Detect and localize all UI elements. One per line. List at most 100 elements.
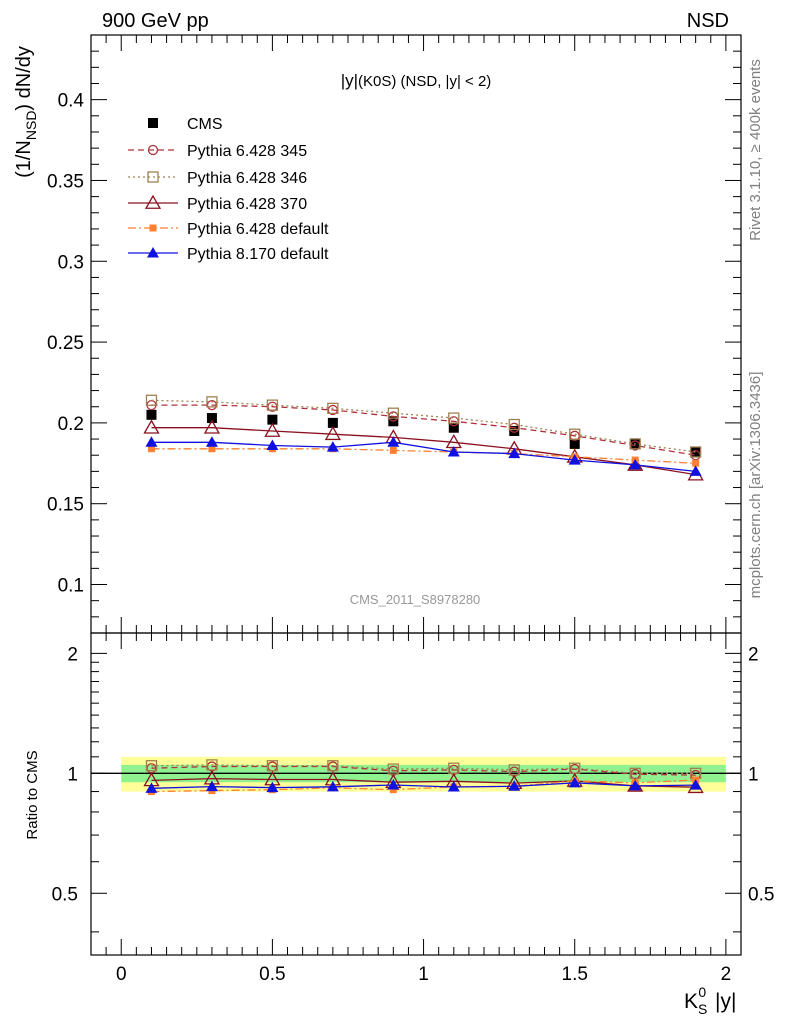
y-tick-label: 0.15: [47, 495, 84, 516]
main-point: [145, 394, 158, 406]
legend-marker: [148, 118, 158, 128]
process-label: NSD: [687, 10, 729, 32]
legend-entry: Pythia 6.428 370: [128, 194, 307, 213]
ratio-line: [151, 764, 696, 774]
legend-label: Pythia 6.428 370: [187, 196, 307, 213]
legend-label: Pythia 6.428 346: [187, 170, 307, 187]
legend-marker: [144, 194, 162, 209]
ratio-point: [447, 781, 460, 792]
main-line: [151, 399, 696, 453]
y-tick-label: 0.2: [58, 414, 84, 435]
x-tick-label: 1: [418, 964, 429, 985]
x-tick-label: 0.5: [259, 964, 285, 985]
ratio-point: [145, 760, 158, 772]
main-point: [508, 418, 520, 431]
ratio-point: [206, 759, 218, 771]
analysis-watermark: CMS_2011_S8978280: [350, 592, 481, 607]
legend-label: CMS: [187, 116, 223, 133]
main-point: [569, 428, 581, 440]
ratio-point: [327, 760, 339, 772]
legend-marker: [147, 171, 159, 183]
xlabel: KS0 |y|: [684, 984, 736, 1017]
main-line: [151, 448, 696, 464]
main-point: [326, 441, 339, 452]
y-tick-label: 0.1: [58, 576, 84, 597]
rivet-version-label: Rivet 3.1.10, ≥ 400k events: [747, 59, 764, 241]
y-tick-label: 0.25: [47, 333, 84, 354]
main-point: [508, 447, 521, 459]
main-point: [568, 454, 581, 465]
legend-entry: Pythia 6.428 345: [128, 143, 307, 160]
mcplots-label: mcplots.cern.ch [arXiv:1306.3436]: [747, 372, 764, 599]
main-series: [145, 394, 702, 458]
ratio-point: [389, 786, 397, 794]
y-tick-label: 0.3: [58, 252, 84, 273]
main-line: [151, 404, 696, 456]
ratio-y-tick-label: 1: [67, 764, 78, 785]
main-point: [569, 438, 580, 449]
ratio-frame: [90, 632, 742, 956]
legend-entry: Pythia 6.428 346: [128, 170, 307, 187]
ratio-point: [205, 780, 218, 792]
ratio-line: [151, 777, 696, 788]
svg-text:KS0 |y|: KS0 |y|: [684, 984, 736, 1017]
legend-label: Pythia 6.428 345: [187, 143, 307, 160]
ratio-point: [326, 780, 339, 792]
x-tick-label: 2: [721, 964, 732, 985]
main-point: [509, 425, 520, 436]
main-point: [690, 446, 702, 458]
ratio-point: [508, 780, 521, 791]
legend-marker: [147, 144, 159, 156]
ratio-line: [151, 765, 696, 776]
main-point: [327, 402, 339, 414]
main-point: [267, 414, 278, 425]
main-point: [324, 425, 341, 441]
main-point: [206, 396, 218, 408]
main-point: [389, 446, 397, 454]
legend: CMS Pythia 6.428 345 Pythia 6.428 346 Pythi…: [128, 116, 329, 263]
main-point: [205, 436, 218, 447]
main-point: [327, 417, 338, 428]
main-point: [387, 407, 399, 419]
ratio-y-tick-label-right: 1: [748, 764, 759, 785]
ratio-y-tick-label-right: 0.5: [748, 884, 774, 905]
main-point: [143, 419, 160, 434]
ratio-point: [689, 779, 702, 790]
main-series: [145, 436, 702, 476]
x-tick-label: 0: [116, 964, 127, 985]
legend-label: Pythia 8.170 default: [187, 246, 329, 263]
svg-text:(1/NNSD) dN/dy: (1/NNSD) dN/dy: [13, 46, 39, 178]
main-point: [146, 409, 157, 420]
legend-entry: CMS: [148, 116, 223, 133]
ratio-y-tick-label: 0.5: [52, 884, 78, 905]
main-line: [151, 427, 696, 476]
x-tick-label: 1.5: [562, 964, 588, 985]
main-series: [146, 409, 701, 457]
main-point: [689, 465, 702, 476]
main-point: [692, 459, 700, 467]
main-point: [629, 438, 641, 450]
ratio-y-tick-label: 2: [67, 644, 78, 665]
ratio-line: [151, 779, 696, 793]
main-point: [203, 419, 221, 434]
ratio-ylabel: Ratio to CMS: [24, 750, 41, 839]
legend-marker: [147, 247, 159, 258]
ratio-line: [151, 782, 696, 789]
main-point: [629, 458, 642, 470]
ratio-point: [266, 760, 279, 772]
ratio-point: [266, 781, 279, 793]
svg-text:|y|(K0S) (NSD, |y| < 2): |y|(K0S) (NSD, |y| < 2): [341, 71, 492, 90]
main-series: [143, 419, 704, 481]
ratio-series: [145, 776, 702, 793]
main-point: [264, 422, 281, 437]
main-point: [208, 445, 216, 453]
ratio-panel: 0.5 0.5 1 1 2 2 0 0.5 1 1.5 2: [52, 632, 774, 985]
y-tick-label: 0.4: [58, 91, 85, 112]
legend-marker: [149, 224, 157, 232]
ratio-point: [568, 776, 581, 788]
collision-label: 900 GeV pp: [102, 10, 209, 32]
main-point: [266, 439, 279, 451]
ratio-point: [145, 782, 158, 793]
main-point: [206, 413, 217, 424]
main-ylabel: (1/NNSD) dN/dy: [13, 46, 39, 178]
